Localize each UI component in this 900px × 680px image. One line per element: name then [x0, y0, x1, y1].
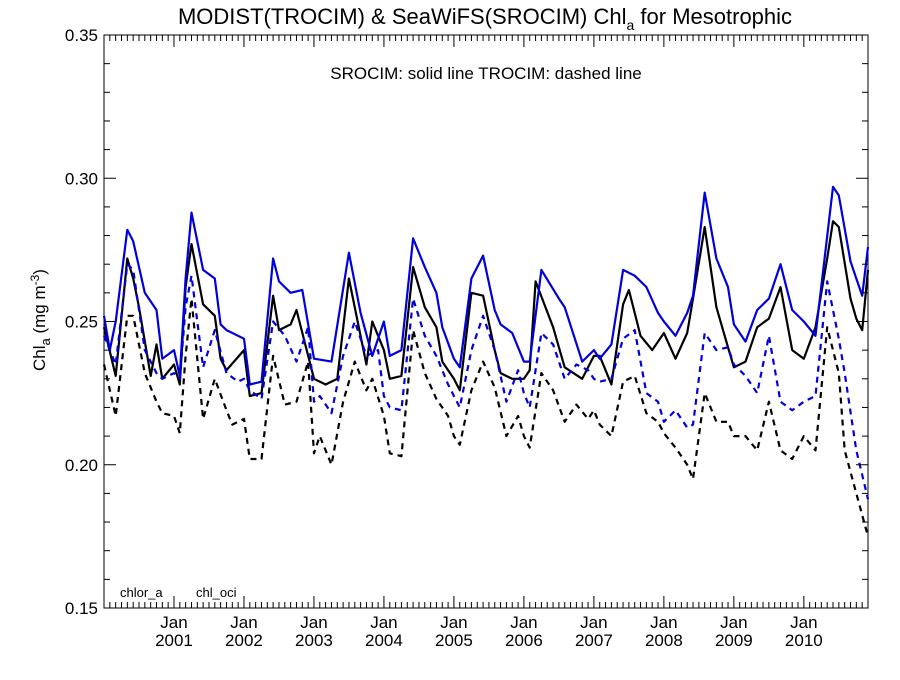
x-tick-year-label: 2005 [435, 631, 473, 650]
y-tick-label: 0.35 [65, 26, 98, 45]
line-style-annotation: SROCIM: solid line TROCIM: dashed line [330, 64, 641, 83]
y-tick-label: 0.20 [65, 456, 98, 475]
chart-title: MODIST(TROCIM) & SeaWiFS(SROCIM) Chla fo… [178, 4, 792, 33]
x-tick-month-label: Jan [720, 613, 747, 632]
x-tick-year-label: 2001 [155, 631, 193, 650]
x-tick-year-label: 2008 [645, 631, 683, 650]
axis-layer: 0.150.200.250.300.35Jan2001Jan2002Jan200… [65, 26, 869, 650]
series-line-chlor-a-solid [102, 220, 870, 398]
legend-chlor-a: chlor_a [120, 585, 163, 600]
x-tick-year-label: 2009 [715, 631, 753, 650]
series-line-chl-oci-dashed [102, 263, 870, 500]
y-tick-label: 0.15 [65, 599, 98, 618]
x-tick-month-label: Jan [790, 613, 817, 632]
x-tick-year-label: 2007 [575, 631, 613, 650]
y-tick-label: 0.25 [65, 313, 98, 332]
series-layer [102, 185, 870, 537]
x-tick-month-label: Jan [580, 613, 607, 632]
y-tick-label: 0.30 [65, 169, 98, 188]
x-tick-year-label: 2006 [505, 631, 543, 650]
x-tick-year-label: 2003 [295, 631, 333, 650]
legend-chl-oci: chl_oci [196, 585, 237, 600]
x-tick-year-label: 2002 [225, 631, 263, 650]
x-tick-month-label: Jan [510, 613, 537, 632]
x-tick-month-label: Jan [650, 613, 677, 632]
x-tick-year-label: 2004 [365, 631, 403, 650]
x-tick-month-label: Jan [370, 613, 397, 632]
x-tick-month-label: Jan [440, 613, 467, 632]
series-line-chlor-a-dashed [102, 297, 870, 537]
series-line-chl-oci-solid [102, 185, 870, 386]
x-tick-month-label: Jan [300, 613, 327, 632]
x-tick-month-label: Jan [230, 613, 257, 632]
y-axis-label: Chla (mg m-3) [28, 269, 53, 371]
x-tick-month-label: Jan [160, 613, 187, 632]
x-tick-year-label: 2010 [785, 631, 823, 650]
